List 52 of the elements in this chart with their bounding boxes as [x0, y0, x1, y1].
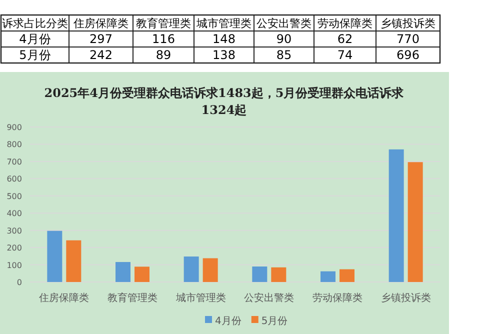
data-label: 696	[396, 48, 420, 62]
data-label: 90	[276, 32, 292, 46]
bar	[47, 230, 62, 282]
bar	[388, 149, 404, 282]
x-tick-label: 城市管理类	[174, 292, 226, 304]
y-tick-label: 100	[6, 260, 22, 270]
y-tick-label: 800	[6, 140, 22, 150]
data-label: 148	[212, 32, 236, 46]
x-tick-label: 乡镇投诉类	[380, 17, 436, 30]
bar	[134, 266, 150, 282]
data-label: 242	[90, 48, 112, 62]
y-tick-label: 0	[16, 278, 22, 287]
y-tick-label: 200	[6, 244, 22, 253]
y-tick-label: 4月份	[19, 32, 51, 46]
y-tick-label: 5月份	[19, 48, 51, 62]
y-tick-label: 700	[6, 157, 22, 166]
x-tick-label: 劳动保障类	[312, 292, 362, 304]
x-tick-label: 住房保障类	[39, 292, 90, 304]
data-label: 297	[90, 32, 112, 46]
y-tick-label: 600	[6, 174, 22, 184]
bar	[116, 262, 130, 282]
y-tick-label: 400	[6, 209, 22, 218]
x-tick-label: 乡镇投诉类	[380, 292, 431, 304]
data-label: 116	[152, 32, 175, 46]
y-tick-label: 500	[6, 192, 22, 201]
bar	[66, 240, 82, 282]
bar	[408, 162, 423, 282]
data-label: 62	[337, 32, 353, 46]
y-tick-label: 300	[6, 226, 22, 236]
bar	[252, 266, 268, 282]
x-tick-label: 教育管理类	[136, 17, 191, 30]
data-label: 74	[337, 48, 353, 62]
bar	[184, 256, 199, 282]
legend-label: 4月份	[215, 316, 242, 327]
x-tick-label: 公安出警类	[244, 292, 294, 304]
legend-label: 5月份	[261, 316, 288, 327]
x-tick-label: 城市管理类	[196, 17, 252, 30]
text: 诉求占比分类	[2, 17, 68, 30]
data-label: 138	[212, 48, 236, 62]
chart-title: 2025年4月份受理群众电话诉求1483起，5月份受理群众电话诉求1324起	[44, 86, 405, 117]
bar	[320, 271, 336, 282]
x-tick-label: 住房保障类	[74, 17, 128, 30]
bar	[271, 267, 286, 282]
bar	[340, 269, 354, 282]
x-tick-label: 教育管理类	[108, 292, 158, 304]
bar	[202, 258, 218, 282]
y-tick-label: 900	[6, 123, 22, 132]
x-tick-label: 公安出警类	[256, 17, 312, 30]
data-label: 89	[156, 48, 172, 62]
data-label: 770	[396, 32, 420, 46]
data-label: 85	[276, 48, 292, 62]
x-tick-label: 劳动保障类	[318, 17, 372, 30]
